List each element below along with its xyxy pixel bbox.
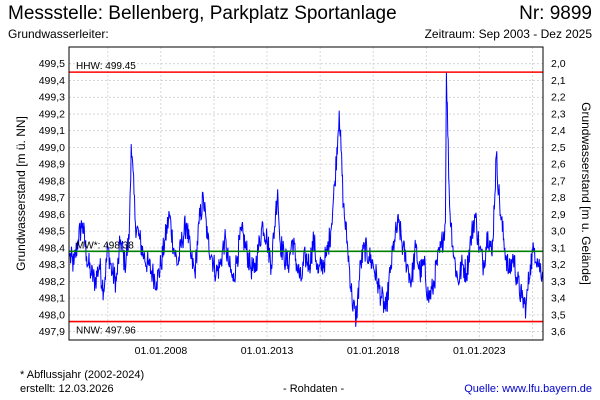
y2-tick-label: 3,6 [551,326,566,338]
reference-lines: HHW: 499.45 MW*: 498.38 NNW: 497.96 [69,61,543,337]
source-link[interactable]: Quelle: www.lfu.bayern.de [464,383,592,395]
y2-axis-title: Grundwasserstand [m u. Gelände] [579,102,593,285]
y-tick-label: 499,0 [39,142,65,154]
y2-tick-label: 3,4 [551,293,566,305]
y2-tick-label: 2,7 [551,175,566,187]
y-tick-label: 499,2 [39,108,65,120]
x-tick-label: 01.01.2008 [135,345,188,357]
y2-tick-label: 3,5 [551,309,566,321]
y2-tick-label: 2,8 [551,192,566,204]
y-tick-label: 498,2 [39,276,65,288]
y-tick-label: 497,9 [39,326,65,338]
y-tick-label: 499,5 [39,58,65,70]
y-tick-label: 499,1 [39,125,65,137]
y-tick-label: 498,5 [39,226,65,238]
period-label: Zeitraum: Sep 2003 - Dez 2025 [424,27,592,41]
y-tick-label: 498,6 [39,209,65,221]
y-tick-label: 498,4 [39,242,65,254]
y-tick-label: 498,3 [39,259,65,271]
y-tick-label: 499,3 [39,92,65,104]
y-tick-label: 498,9 [39,159,65,171]
y2-tick-label: 2,5 [551,142,566,154]
y2-tick-label: 3,3 [551,276,566,288]
y-tick-label: 499,4 [39,75,65,87]
y2-tick-label: 2,0 [551,58,566,70]
groundwater-series-line [69,72,544,327]
y2-tick-label: 2,1 [551,75,566,87]
y-tick-label: 498,1 [39,293,65,305]
x-tick-label: 01.01.2013 [241,345,294,357]
y2-tick-label: 2,2 [551,92,566,104]
axes: 497,9 498,0 498,1 498,2 498,3 498,4 498,5 498,6… [14,58,593,357]
y2-tick-label: 2,4 [551,125,566,137]
x-tick-label: 01.01.2018 [347,345,400,357]
raw-data-label: - Rohdaten - [283,383,345,395]
y2-tick-label: 2,6 [551,159,566,171]
series-layer [69,72,544,327]
y-axis-title: Grundwasserstand [m ü. NN] [14,116,28,271]
y2-tick-label: 2,9 [551,209,566,221]
y2-tick-label: 3,2 [551,259,566,271]
footnote: * Abflussjahr (2002-2024) [20,369,145,381]
grid [69,47,543,340]
chart-title: Messstelle: Bellenberg, Parkplatz Sporta… [8,3,397,24]
y-tick-label: 498,8 [39,175,65,187]
hhw-label: HHW: 499.45 [76,61,136,72]
station-number: Nr: 9899 [519,3,592,24]
y2-tick-label: 3,0 [551,226,566,238]
x-tick-label: 01.01.2023 [453,345,506,357]
y2-tick-label: 2,3 [551,108,566,120]
y-tick-label: 498,7 [39,192,65,204]
nnw-label: NNW: 497.96 [76,326,136,337]
created-date: erstellt: 12.03.2026 [20,383,114,395]
y-tick-label: 498,0 [39,309,65,321]
plot-frame [68,46,544,341]
aquifer-label: Grundwasserleiter: [8,27,109,41]
y2-tick-label: 3,1 [551,242,566,254]
mw-label: MW*: 498.38 [76,240,134,251]
